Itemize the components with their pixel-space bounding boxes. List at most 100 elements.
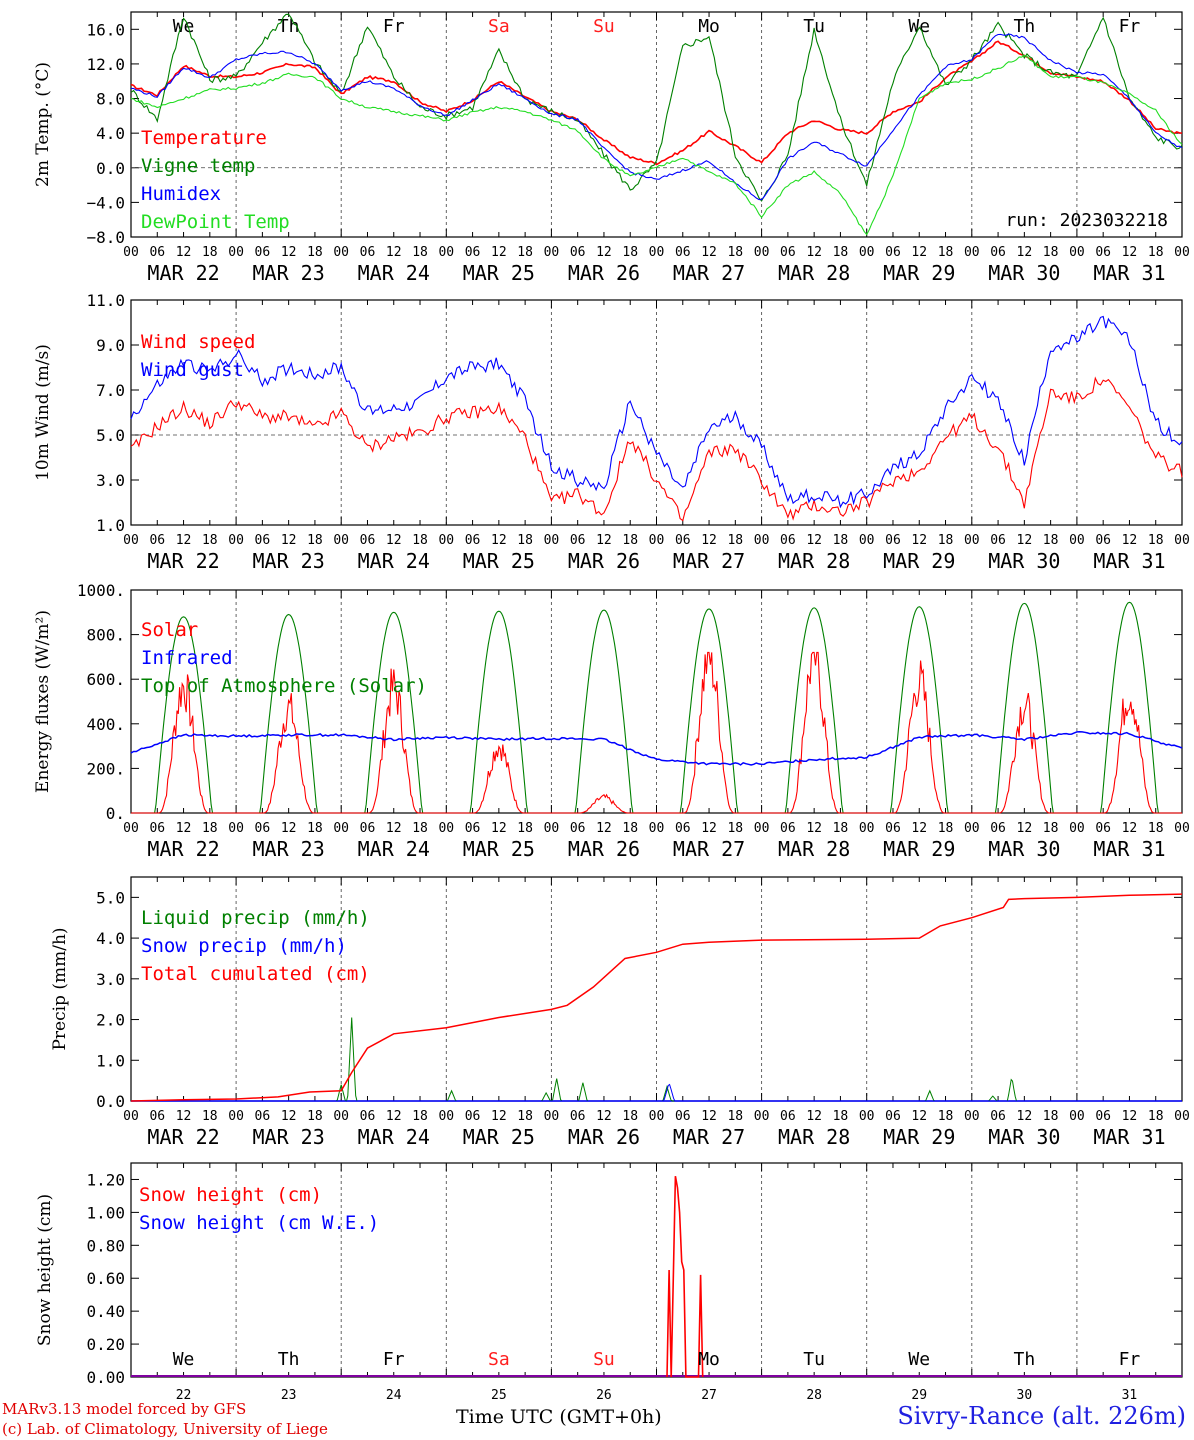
y-tick-label: 1.00 [86,1203,125,1222]
y-tick-label: 0. [106,804,125,823]
hour-tick-label: 00 [859,821,875,836]
hour-tick-label: 12 [911,533,927,548]
legend-entry: Wind speed [141,331,255,353]
hour-tick-label: 06 [465,245,481,260]
hour-tick-label: 18 [1148,1109,1164,1124]
hour-tick-label: 18 [1043,1109,1059,1124]
hour-tick-label: 06 [990,821,1006,836]
day-number-label: 24 [386,1388,402,1403]
weekday-label-bottom: Su [593,1349,615,1370]
hour-tick-label: 00 [544,533,560,548]
hour-tick-label: 06 [255,245,271,260]
weekday-label-bottom: Fr [383,1349,405,1370]
hour-tick-label: 00 [1174,533,1190,548]
hour-tick-label: 18 [833,821,849,836]
hour-tick-label: 06 [675,1109,691,1124]
hour-tick-label: 06 [570,1109,586,1124]
hour-tick-label: 06 [149,245,165,260]
series-line-wind-speed [130,376,1183,522]
date-label: MAR 22 [147,1125,219,1149]
date-label: MAR 30 [988,549,1060,573]
hour-tick-label: 06 [780,1109,796,1124]
date-label: MAR 28 [778,549,850,573]
y-tick-label: 800. [86,626,125,645]
hour-tick-label: 00 [1174,1109,1190,1124]
date-label: MAR 27 [673,837,745,861]
hour-tick-label: 00 [859,245,875,260]
hour-tick-label: 00 [228,1109,244,1124]
weekday-label-bottom: Th [278,1349,300,1370]
date-label: MAR 22 [147,261,219,285]
hour-tick-label: 00 [649,533,665,548]
hour-tick-label: 12 [386,245,402,260]
hour-tick-label: 18 [202,1109,218,1124]
hour-tick-label: 06 [360,821,376,836]
weekday-label-bottom: We [173,1349,195,1370]
hour-tick-label: 12 [176,245,192,260]
hour-tick-label: 00 [438,533,454,548]
weekday-label-bottom: Th [1014,1349,1036,1370]
hour-tick-label: 06 [1095,821,1111,836]
hour-tick-label: 18 [517,1109,533,1124]
legend-entry: Liquid precip (mm/h) [141,907,370,929]
hour-tick-label: 12 [1122,821,1138,836]
hour-tick-label: 12 [596,1109,612,1124]
hour-tick-label: 00 [544,1109,560,1124]
y-tick-label: 200. [86,759,125,778]
hour-tick-label: 00 [544,821,560,836]
hour-tick-label: 18 [307,533,323,548]
hour-tick-label: 12 [911,1109,927,1124]
hour-tick-label: 00 [123,245,139,260]
date-label: MAR 29 [883,1125,955,1149]
hour-tick-label: 00 [333,245,349,260]
hour-tick-label: 06 [990,1109,1006,1124]
date-label: MAR 30 [988,837,1060,861]
hour-tick-label: 00 [964,533,980,548]
station-label: Sivry-Rance (alt. 226m) [897,1402,1186,1430]
legend-entry: Solar [141,619,198,641]
date-label: MAR 22 [147,549,219,573]
hour-tick-label: 18 [833,533,849,548]
hour-tick-label: 00 [1069,821,1085,836]
date-label: MAR 24 [358,261,430,285]
hour-tick-label: 18 [622,821,638,836]
date-label: MAR 28 [778,837,850,861]
hour-tick-label: 12 [386,533,402,548]
hour-tick-label: 12 [806,245,822,260]
y-tick-label: 400. [86,715,125,734]
date-label: MAR 27 [673,549,745,573]
day-number-label: 31 [1122,1388,1138,1403]
hour-tick-label: 12 [1017,533,1033,548]
hour-tick-label: 06 [360,1109,376,1124]
hour-tick-label: 00 [228,245,244,260]
day-number-label: 30 [1017,1388,1033,1403]
hour-tick-label: 12 [491,533,507,548]
hour-tick-label: 06 [990,245,1006,260]
y-tick-label: 0.40 [86,1302,125,1321]
y-tick-label: 8.0 [96,90,125,109]
date-label: MAR 29 [883,261,955,285]
hour-tick-label: 06 [780,821,796,836]
hour-tick-label: 12 [281,1109,297,1124]
hour-tick-label: 12 [701,245,717,260]
hour-tick-label: 00 [123,533,139,548]
y-tick-label: 0.80 [86,1236,125,1255]
hour-tick-label: 18 [307,1109,323,1124]
y-tick-label: 3.0 [96,471,125,490]
date-label: MAR 25 [463,1125,535,1149]
y-tick-label: 1.20 [86,1170,125,1189]
hour-tick-label: 12 [176,533,192,548]
day-number-label: 29 [911,1388,927,1403]
y-tick-label: 4.0 [96,929,125,948]
hour-tick-label: 12 [911,821,927,836]
hour-tick-label: 12 [491,245,507,260]
weekday-label: Fr [383,16,405,37]
credit-lab: (c) Lab. of Climatology, University of L… [2,1420,328,1438]
y-tick-label: 7.0 [96,381,125,400]
date-label: MAR 23 [253,837,325,861]
hour-tick-label: 00 [1069,245,1085,260]
legend-entry: Snow precip (mm/h) [141,935,347,957]
hour-tick-label: 12 [1017,821,1033,836]
hour-tick-label: 18 [622,1109,638,1124]
date-label: MAR 23 [253,261,325,285]
